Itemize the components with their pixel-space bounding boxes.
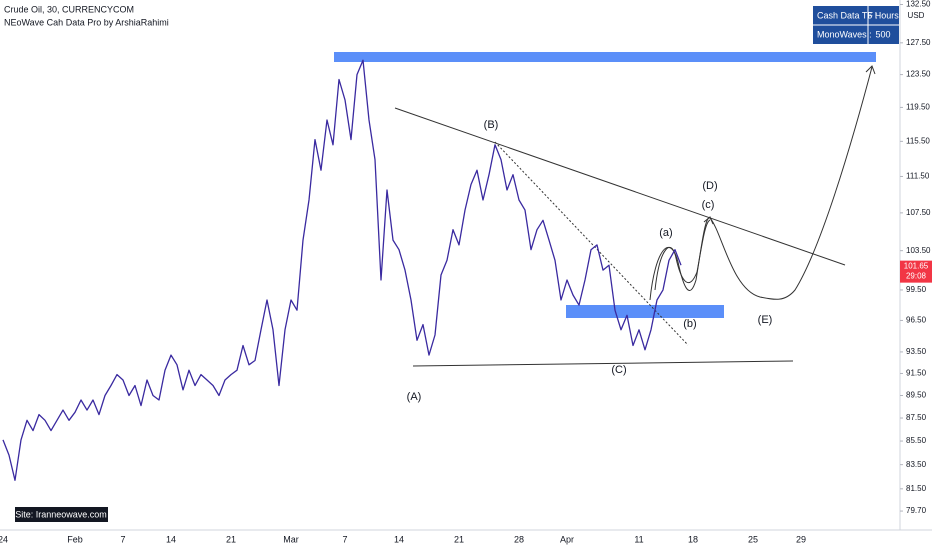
projection-path-alt bbox=[654, 219, 711, 291]
y-tick-label: 87.50 bbox=[906, 413, 927, 422]
wave-label: (D) bbox=[702, 180, 717, 192]
y-tick-label: 107.50 bbox=[906, 208, 931, 217]
support-zone bbox=[566, 305, 724, 318]
wave-label: (c) bbox=[702, 199, 715, 211]
y-tick-label: 123.50 bbox=[906, 70, 931, 79]
y-tick-label: 132.50 bbox=[906, 0, 931, 9]
table-value: 6 Hours bbox=[867, 10, 899, 20]
arrow-head bbox=[703, 216, 714, 225]
y-tick-label: 103.50 bbox=[906, 246, 931, 255]
x-tick-label: 7 bbox=[120, 534, 125, 544]
upper-trendline bbox=[394, 107, 846, 266]
resistance-zone bbox=[334, 52, 876, 62]
y-tick-label: 115.50 bbox=[906, 136, 930, 145]
x-tick-label: 21 bbox=[226, 534, 236, 544]
site-box bbox=[15, 507, 108, 522]
symbol-title: Crude Oil, 30, CURRENCYCOM bbox=[4, 4, 134, 14]
y-tick-label: 99.50 bbox=[906, 285, 927, 294]
wave-label: (a) bbox=[659, 227, 672, 239]
x-tick-label: 28 bbox=[514, 534, 524, 544]
currency-label: USD bbox=[908, 11, 925, 20]
y-tick-label: 83.50 bbox=[906, 460, 927, 469]
wave-label: (C) bbox=[611, 364, 626, 376]
x-tick-label: 11 bbox=[634, 534, 643, 544]
site-label: Site: Iranneowave.com bbox=[15, 509, 107, 519]
y-tick-label: 119.50 bbox=[906, 103, 930, 112]
countdown-label: 29:08 bbox=[906, 272, 927, 281]
dotted-trendline bbox=[494, 141, 689, 346]
x-tick-label: 29 bbox=[796, 534, 806, 544]
y-tick-label: 85.50 bbox=[906, 436, 927, 445]
x-tick-label: 24 bbox=[0, 534, 8, 544]
x-tick-label: Feb bbox=[67, 534, 83, 544]
table-value: 500 bbox=[875, 29, 890, 39]
y-tick-label: 111.50 bbox=[906, 172, 930, 181]
wave-label: (E) bbox=[758, 314, 773, 326]
wave-label: (B) bbox=[484, 119, 499, 131]
last-price-label: 101.65 bbox=[904, 262, 929, 271]
y-tick-label: 79.70 bbox=[906, 506, 927, 515]
wave-label: (A) bbox=[407, 391, 422, 403]
x-tick-label: 7 bbox=[342, 534, 347, 544]
x-tick-label: Mar bbox=[283, 534, 299, 544]
price-line bbox=[2, 59, 682, 481]
y-tick-label: 81.50 bbox=[906, 484, 927, 493]
last-price-box bbox=[900, 260, 932, 283]
projection-path bbox=[649, 66, 873, 301]
table-label: MonoWaves : bbox=[817, 29, 872, 39]
table-label: Cash Data TF : bbox=[817, 10, 878, 20]
wave-label: (b) bbox=[683, 318, 696, 330]
y-tick-label: 91.50 bbox=[906, 369, 927, 378]
x-tick-label: Apr bbox=[560, 534, 574, 544]
y-tick-label: 96.50 bbox=[906, 316, 927, 325]
arrow-head bbox=[865, 65, 876, 75]
y-tick-label: 93.50 bbox=[906, 347, 927, 356]
x-tick-label: 14 bbox=[394, 534, 404, 544]
indicator-title: NEoWave Cah Data Pro by ArshiaRahimi bbox=[4, 17, 169, 27]
x-tick-label: 21 bbox=[454, 534, 464, 544]
y-tick-label: 127.50 bbox=[906, 38, 931, 47]
x-tick-label: 25 bbox=[748, 534, 758, 544]
x-tick-label: 14 bbox=[166, 534, 176, 544]
y-tick-label: 89.50 bbox=[906, 391, 927, 400]
x-tick-label: 18 bbox=[688, 534, 698, 544]
lower-trendline bbox=[412, 360, 794, 367]
